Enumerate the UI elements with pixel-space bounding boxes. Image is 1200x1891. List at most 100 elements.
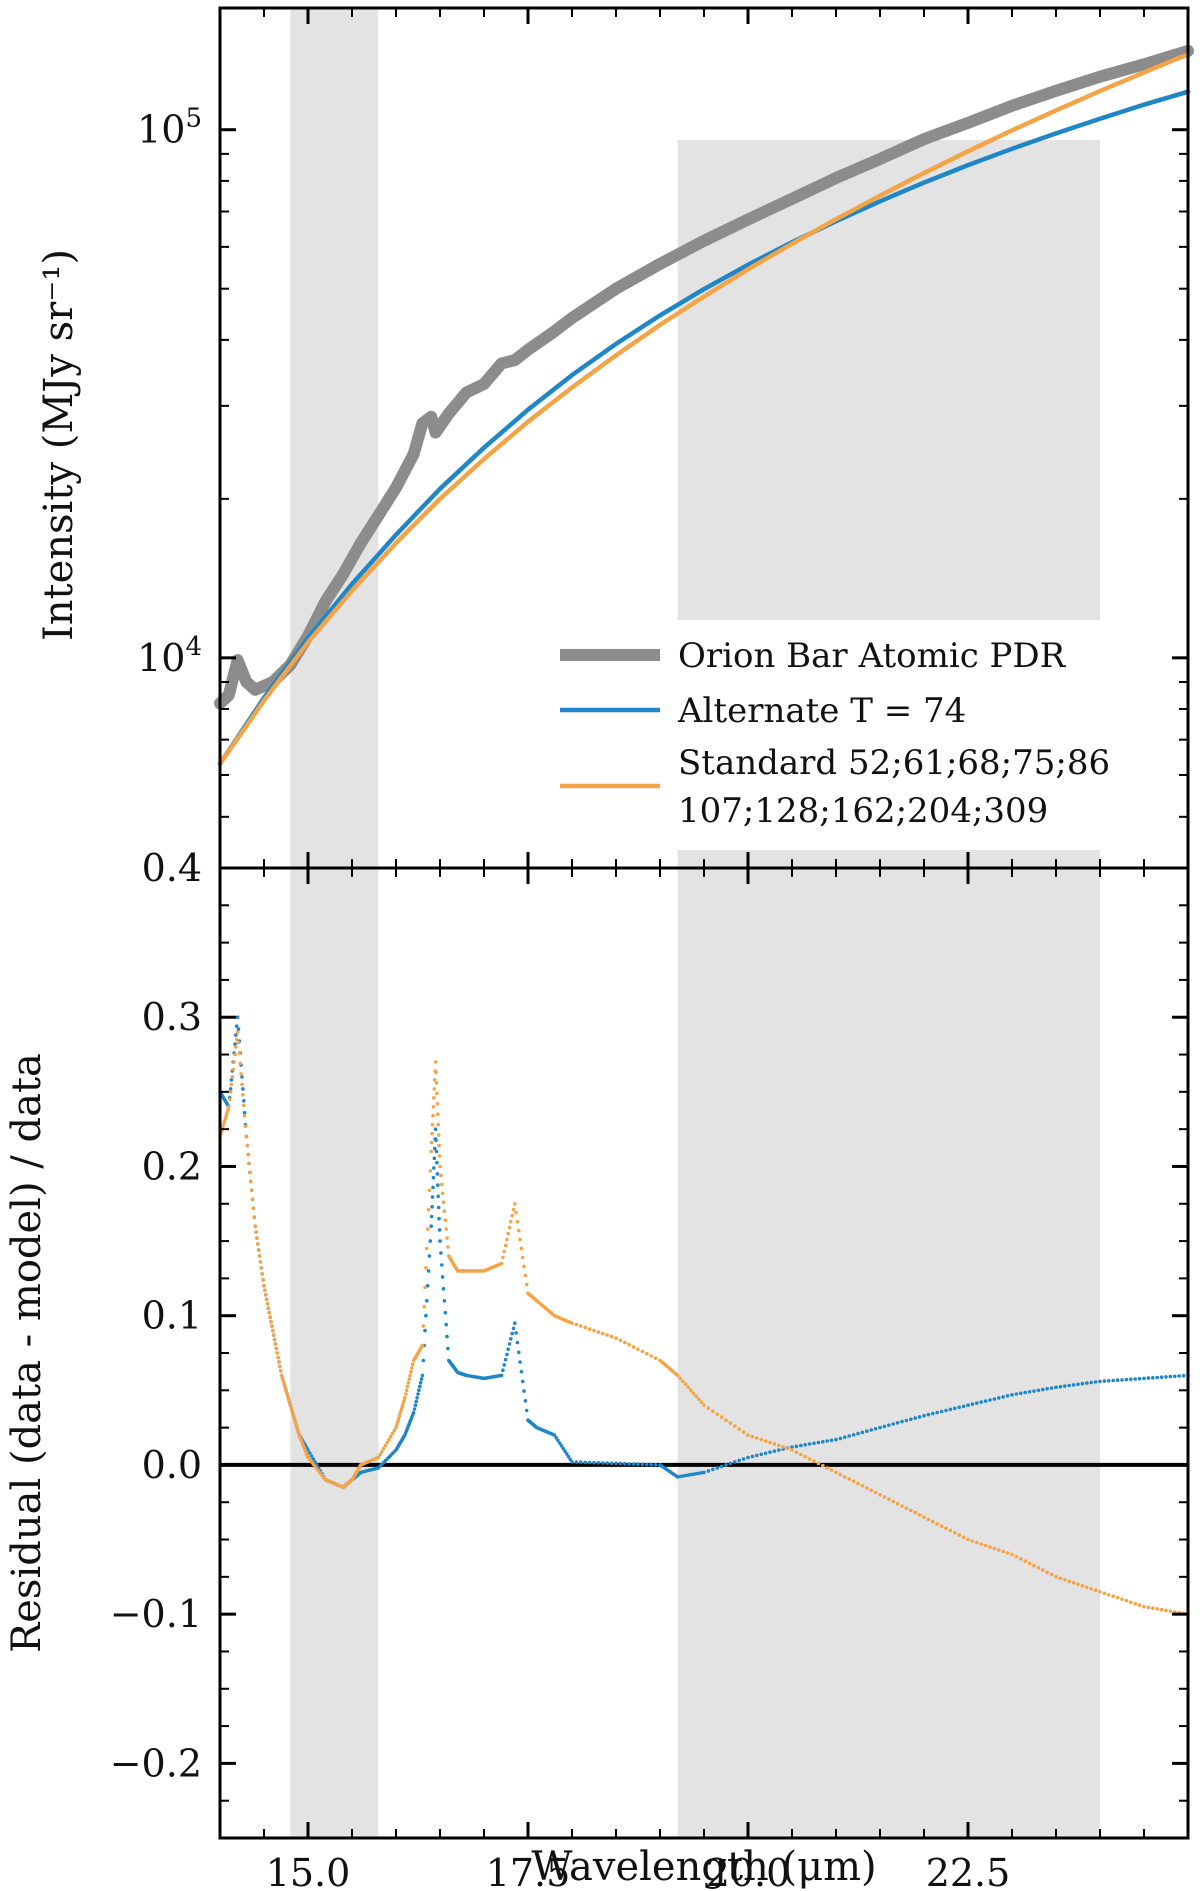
data-point [426,1207,431,1212]
data-point [308,1451,312,1455]
y-tick-label: 0.1 [142,1294,202,1338]
data-point [523,1399,528,1403]
data-point [227,1105,231,1109]
data-point [506,1347,511,1352]
data-point [289,1406,294,1410]
data-point [794,1444,799,1449]
data-point [696,1397,701,1402]
data-point [421,1324,426,1328]
data-point [706,1469,711,1473]
data-point [1067,1383,1071,1388]
data-point [251,1206,256,1210]
data-point [434,1149,439,1154]
data-point [434,1070,438,1075]
data-point [437,1228,442,1232]
data-point [412,1407,417,1411]
data-point [376,1455,381,1460]
data-point [1181,1373,1186,1378]
data-point [807,1442,812,1446]
data-point [794,1450,799,1454]
data-point [1045,1570,1049,1575]
data-point [242,1103,246,1108]
data-point [287,1400,292,1404]
data-point [781,1445,785,1449]
data-point [640,1462,645,1467]
data-point [1111,1378,1115,1383]
data-point [1027,1390,1032,1394]
data-point [405,1384,410,1389]
data-point [1146,1605,1151,1610]
top-y-axis-label: Intensity (MJy sr⁻¹) [36,249,82,641]
data-point [223,1116,228,1121]
data-point [440,1191,445,1196]
data-point [233,1052,237,1057]
data-point [1001,1549,1005,1554]
data-point [420,1373,425,1378]
data-point [1023,1390,1027,1395]
shaded-region [290,8,379,868]
series-line-1 [217,89,1191,767]
data-point [416,1392,420,1396]
data-point [432,1078,437,1082]
data-point [439,1251,443,1255]
data-point [683,1382,688,1387]
data-point [596,1330,601,1334]
data-point [435,1172,440,1176]
data-point [228,1087,233,1091]
data-point [425,1284,430,1288]
data-point [435,1160,439,1165]
data-point [851,1433,856,1437]
data-point [263,1288,267,1293]
y-tick-label: 0.0 [142,1443,202,1487]
data-point [272,1337,277,1342]
data-point [1027,1561,1032,1566]
data-point [249,1179,253,1184]
data-point [406,1381,411,1385]
data-point [1076,1382,1080,1387]
data-point [418,1381,423,1385]
data-point [294,1424,299,1428]
data-point [961,1404,966,1409]
data-point [939,1524,944,1528]
data-point [221,1122,226,1127]
data-point [860,1430,865,1435]
data-point [407,1377,412,1381]
data-point [431,1175,436,1180]
data-point [601,1461,605,1465]
data-point [433,1060,438,1064]
data-point [524,1282,529,1287]
data-point [561,1446,565,1451]
x-tick-label: 17.5 [486,1851,571,1891]
data-point [241,1087,245,1091]
data-point [759,1437,763,1442]
data-point [834,1470,838,1475]
data-point [390,1431,395,1436]
data-point [931,1519,935,1524]
data-point [939,1409,944,1414]
data-point [1155,1607,1159,1611]
data-point [446,1346,450,1351]
data-point [408,1373,412,1378]
data-point [237,1051,242,1055]
data-point [499,1373,504,1378]
data-point [1120,1597,1124,1601]
data-point [432,1146,437,1151]
data-point [262,1284,266,1288]
data-point [248,1170,252,1175]
data-point [278,1369,283,1373]
data-point [423,1328,427,1333]
data-point [970,1402,975,1406]
data-point [1173,1374,1177,1379]
data-point [1146,1376,1151,1380]
legend-label-alternate: Alternate T = 74 [677,691,966,731]
data-point [421,1358,426,1363]
data-point [518,1360,522,1364]
data-point [252,1215,257,1219]
data-point [1058,1384,1063,1389]
data-point [596,1461,601,1465]
data-point [425,1299,429,1303]
data-point [909,1508,913,1513]
data-point [1133,1377,1137,1381]
data-point [1032,1563,1036,1568]
data-point [750,1434,755,1439]
